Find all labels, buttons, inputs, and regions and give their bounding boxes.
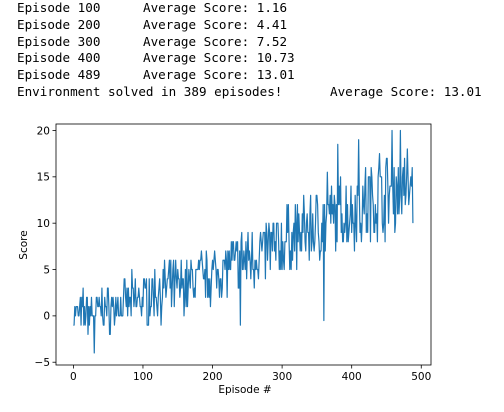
log-average-score: Average Score: 7.52 — [143, 33, 288, 49]
y-tick-label: 5 — [43, 264, 50, 276]
x-tick-label: 400 — [342, 371, 362, 383]
solved-average-score: Average Score: 13.01 — [330, 83, 482, 99]
log-average-score: Average Score: 10.73 — [143, 50, 295, 66]
y-tick-label: −5 — [35, 357, 50, 369]
plot-frame — [55, 123, 432, 366]
x-tick-label: 0 — [70, 371, 77, 383]
log-average-score: Average Score: 4.41 — [143, 16, 288, 32]
log-line: Episode 489 Average Score: 13.01 — [17, 67, 482, 84]
y-tick-label: 10 — [37, 218, 50, 230]
log-line: Episode 400 Average Score: 10.73 — [17, 50, 482, 67]
x-tick-label: 500 — [411, 371, 431, 383]
solved-message: Environment solved in 389 episodes! — [17, 83, 283, 99]
console-output: Episode 100 Average Score: 1.16 Episode 2… — [17, 0, 482, 101]
x-tick-label: 300 — [272, 371, 292, 383]
log-episode: Episode 300 — [17, 33, 101, 49]
x-tick-label: 100 — [133, 371, 153, 383]
log-episode: Episode 400 — [17, 50, 101, 66]
log-line: Episode 100 Average Score: 1.16 — [17, 0, 482, 17]
log-episode: Episode 100 — [17, 0, 101, 15]
y-tick-label: 20 — [37, 125, 50, 137]
y-tick-label: 15 — [37, 172, 50, 184]
log-average-score: Average Score: 13.01 — [143, 67, 295, 83]
log-episode: Episode 200 — [17, 16, 101, 32]
solved-line: Environment solved in 389 episodes! Avera… — [17, 84, 482, 101]
log-line: Episode 200 Average Score: 4.41 — [17, 17, 482, 34]
log-episode: Episode 489 — [17, 67, 101, 83]
score-series-line — [73, 129, 414, 354]
log-line: Episode 300 Average Score: 7.52 — [17, 34, 482, 51]
x-tick-label: 200 — [203, 371, 223, 383]
y-tick-label: 0 — [43, 311, 50, 323]
log-average-score: Average Score: 1.16 — [143, 0, 288, 15]
y-axis-label: Score — [18, 230, 30, 259]
x-axis-label: Episode # — [218, 384, 271, 396]
